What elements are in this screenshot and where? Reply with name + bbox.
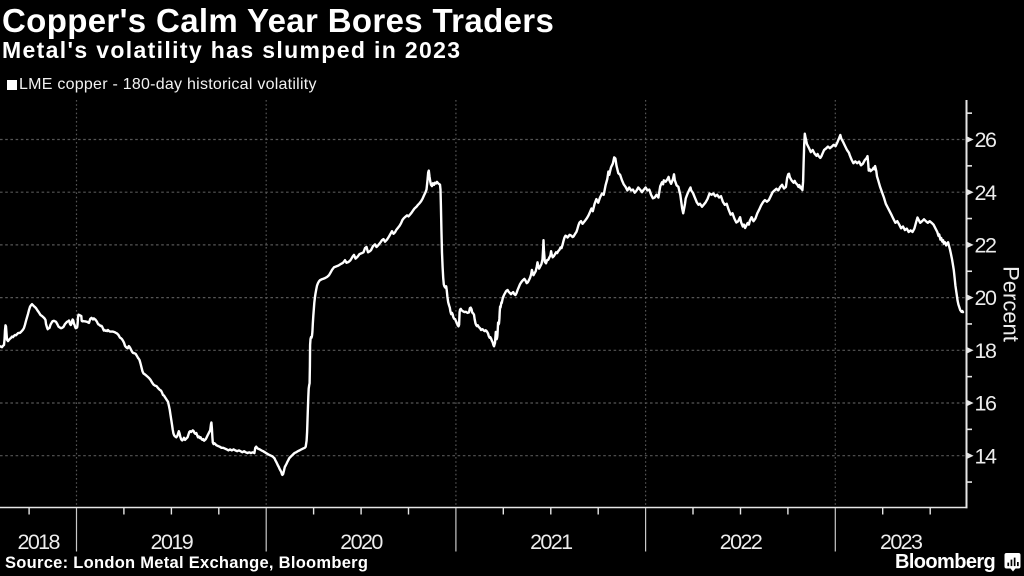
svg-text:2022: 2022 (720, 530, 762, 554)
svg-text:2021: 2021 (530, 530, 572, 554)
svg-text:22: 22 (975, 234, 997, 258)
svg-text:2018: 2018 (17, 530, 60, 554)
svg-text:2020: 2020 (340, 530, 383, 554)
svg-text:16: 16 (975, 392, 998, 416)
svg-text:2023: 2023 (880, 530, 923, 554)
svg-text:Percent: Percent (999, 266, 1024, 342)
svg-text:18: 18 (975, 339, 998, 363)
svg-text:20: 20 (975, 286, 998, 310)
svg-text:2019: 2019 (151, 530, 193, 554)
svg-text:26: 26 (975, 128, 998, 152)
svg-text:24: 24 (975, 181, 998, 205)
svg-text:14: 14 (975, 444, 998, 468)
